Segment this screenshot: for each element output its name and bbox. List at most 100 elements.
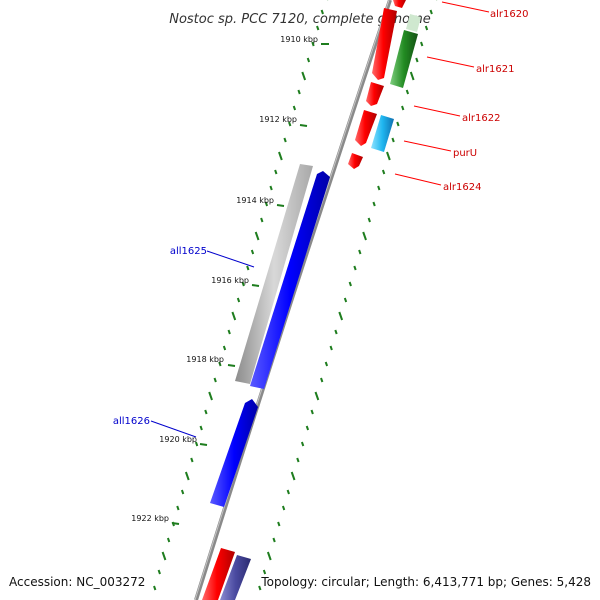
- inner-ring-tick: [236, 297, 241, 303]
- inner-ring-tick: [274, 169, 278, 175]
- gene-feature-red-bottom[interactable]: [202, 548, 235, 600]
- tick-label-1918: 1918 kbp: [186, 355, 224, 364]
- outer-ring-tick: [381, 169, 386, 175]
- outer-ring-tick: [401, 105, 405, 111]
- tick-labels: 1910 kbp 1912 kbp 1914 kbp 1916 kbp 1918…: [131, 35, 329, 525]
- tick-major-1914: [276, 204, 285, 207]
- outer-ring-tick: [391, 137, 395, 143]
- inner-ring-tick: [208, 391, 213, 401]
- gene-label-alr1624[interactable]: alr1624: [443, 182, 481, 193]
- gene-alr1622-small[interactable]: [366, 82, 384, 106]
- inner-tick-ring: [153, 0, 329, 591]
- outer-ring-tick: [372, 201, 376, 207]
- inner-ring-tick: [264, 201, 269, 207]
- gene-label-alr1622[interactable]: alr1622: [462, 113, 500, 124]
- inner-ring-tick: [301, 71, 307, 81]
- gene-alr1621-red[interactable]: [372, 8, 397, 80]
- outer-ring-tick: [367, 217, 371, 223]
- outer-ring-tick: [429, 9, 433, 15]
- gene-alr1622[interactable]: [355, 110, 377, 146]
- inner-ring-tick: [190, 457, 194, 463]
- inner-ring-tick: [231, 311, 237, 321]
- gene-alr1620[interactable]: [393, 0, 406, 8]
- inner-ring-tick: [194, 441, 199, 447]
- gene-label-alr1620[interactable]: alr1620: [490, 9, 528, 20]
- inner-ring-tick: [227, 329, 231, 335]
- gene-all1625[interactable]: [250, 171, 330, 389]
- inner-ring-tick: [311, 41, 315, 47]
- outer-ring-tick: [424, 25, 429, 31]
- gene-purU[interactable]: [371, 115, 394, 152]
- gene-label-all1625[interactable]: all1625: [170, 246, 207, 257]
- outer-ring-tick: [353, 265, 357, 271]
- outer-ring-tick: [420, 41, 424, 47]
- tick-label-1920: 1920 kbp: [159, 435, 197, 444]
- tick-label-1916: 1916 kbp: [211, 276, 249, 285]
- outer-ring-tick: [290, 471, 296, 481]
- outer-ring-tick: [324, 361, 329, 367]
- tick-major-1922: [171, 522, 180, 525]
- topology-text: Topology: circular; Length: 6,413,771 bp…: [261, 575, 591, 589]
- inner-ring-tick: [292, 105, 297, 111]
- outer-ring-tick: [329, 345, 333, 351]
- gene-feature-grey[interactable]: [235, 164, 313, 384]
- outer-ring-tick: [334, 329, 338, 335]
- tick-label-1914: 1914 kbp: [236, 196, 274, 205]
- map-title: Nostoc sp. PCC 7120, complete genome: [169, 12, 431, 27]
- genome-backbone: [194, 0, 392, 600]
- tick-label-1910: 1910 kbp: [280, 35, 318, 44]
- gene-label-all1626[interactable]: all1626: [113, 416, 150, 427]
- tick-label-1922: 1922 kbp: [131, 514, 169, 523]
- gene-alr1624[interactable]: [348, 153, 363, 169]
- outer-ring-tick: [266, 551, 272, 561]
- inner-ring-tick: [269, 185, 273, 191]
- inner-ring-tick: [161, 551, 167, 561]
- inner-ring-tick: [166, 537, 171, 543]
- outer-ring-tick: [310, 409, 314, 415]
- label-line-alr1620: [441, 1, 490, 13]
- gene-alr1621-ghost[interactable]: [406, 14, 421, 32]
- outer-ring-tick: [262, 569, 267, 575]
- outer-ring-tick: [386, 151, 391, 161]
- gene-all1626[interactable]: [210, 399, 258, 507]
- outer-ring-tick: [286, 489, 290, 495]
- label-line-all1626: [150, 420, 197, 438]
- tick-label-1912: 1912 kbp: [259, 115, 297, 124]
- label-line-alr1621: [426, 56, 475, 68]
- label-line-all1625: [206, 250, 255, 268]
- inner-ring-tick: [199, 425, 203, 431]
- outer-tick-ring: [258, 0, 438, 591]
- outer-ring-tick: [272, 537, 276, 543]
- inner-ring-tick: [184, 471, 190, 481]
- inner-ring-tick: [278, 151, 283, 161]
- outer-ring-tick: [377, 185, 381, 191]
- inner-ring-tick: [176, 505, 180, 511]
- inner-ring-tick: [246, 265, 250, 271]
- inner-ring-tick: [254, 231, 260, 241]
- inner-ring-tick: [316, 25, 320, 31]
- inner-ring-tick: [297, 89, 301, 95]
- outer-ring-tick: [281, 505, 286, 511]
- gene-label-alr1621[interactable]: alr1621: [476, 64, 514, 75]
- inner-ring-tick: [320, 9, 324, 15]
- outer-ring-tick: [405, 89, 410, 95]
- outer-ring-tick: [415, 57, 419, 63]
- gene-feature-purple-bottom[interactable]: [220, 555, 251, 600]
- label-line-alr1624: [394, 173, 442, 186]
- inner-ring-tick: [306, 57, 311, 63]
- label-line-alr1622: [413, 105, 461, 117]
- tick-major-1912: [299, 124, 308, 127]
- inner-ring-tick: [157, 569, 161, 575]
- outer-ring-tick: [320, 377, 324, 383]
- outer-ring-tick: [277, 521, 281, 527]
- gene-label-purU[interactable]: purU: [453, 148, 477, 159]
- inner-ring-tick: [260, 217, 264, 223]
- tick-major-1916: [251, 284, 260, 287]
- outer-ring-tick: [296, 457, 300, 463]
- inner-ring-tick: [218, 361, 222, 367]
- gene-alr1621[interactable]: [390, 30, 418, 88]
- inner-ring-tick: [250, 249, 255, 255]
- accession-text: Accession: NC_003272: [9, 575, 146, 589]
- tick-major-1918: [227, 364, 236, 367]
